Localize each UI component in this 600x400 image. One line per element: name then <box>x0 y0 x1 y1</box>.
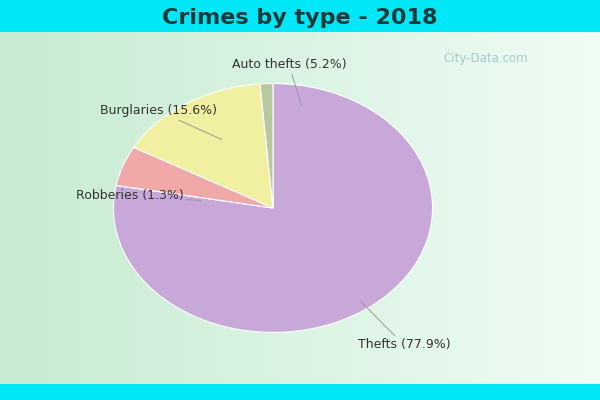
Text: Robberies (1.3%): Robberies (1.3%) <box>76 189 201 202</box>
Text: Auto thefts (5.2%): Auto thefts (5.2%) <box>232 58 346 106</box>
Text: Thefts (77.9%): Thefts (77.9%) <box>358 301 450 351</box>
Wedge shape <box>116 147 273 208</box>
Wedge shape <box>134 84 273 208</box>
Wedge shape <box>260 84 273 208</box>
Text: Crimes by type - 2018: Crimes by type - 2018 <box>162 8 438 28</box>
Text: City-Data.com: City-Data.com <box>443 52 528 65</box>
Text: Burglaries (15.6%): Burglaries (15.6%) <box>100 104 222 140</box>
Wedge shape <box>113 84 433 332</box>
